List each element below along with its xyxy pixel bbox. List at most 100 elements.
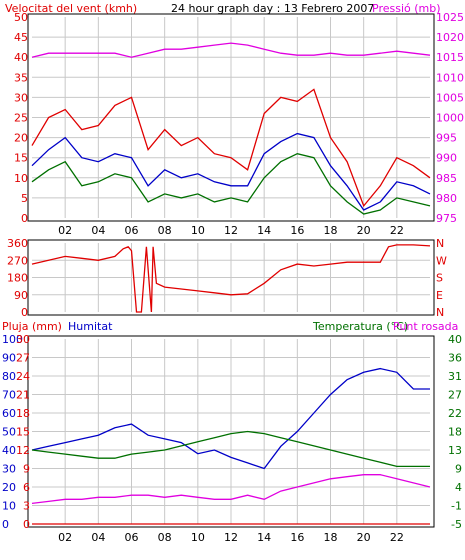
x-tick-label: 14: [257, 531, 271, 544]
x-tick-label: 18: [324, 531, 338, 544]
rain-tick-label: 6: [23, 481, 30, 494]
direction-tick-label: 180: [7, 272, 28, 285]
chart-frames: [27, 13, 435, 528]
series-line-wind-low: [31, 153, 431, 215]
wind-tick-label: 25: [14, 112, 28, 125]
compass-tick-label: N: [436, 237, 444, 250]
pressure-tick-label: 1020: [436, 31, 464, 44]
x-tick-label: 12: [224, 224, 238, 237]
temperature-axis-label: Temperatura (°C): [312, 320, 408, 333]
pressure-tick-label: 1005: [436, 91, 464, 104]
temp-tick-label: 4: [455, 481, 462, 494]
compass-tick-label: N: [436, 306, 444, 319]
series-line-wind-average: [31, 132, 431, 211]
chart-frame-2: [27, 239, 435, 316]
rain-tick-label: 0: [23, 518, 30, 531]
temp-tick-label: 18: [448, 426, 462, 439]
x-tick-label: 10: [191, 531, 205, 544]
series-line-direction: [31, 244, 431, 313]
direction-tick-label: 90: [14, 289, 28, 302]
humidity-tick-label: 60: [2, 407, 16, 420]
x-tick-label: 16: [290, 531, 304, 544]
series-line-punt-rosada: [31, 474, 431, 505]
x-tick-label: 22: [390, 531, 404, 544]
rain-tick-label: 24: [16, 370, 30, 383]
wind-tick-label: 5: [21, 192, 28, 205]
x-tick-label: 14: [257, 224, 271, 237]
chart-frame-1: [27, 13, 435, 222]
rain-tick-label: 12: [16, 444, 30, 457]
x-tick-label: 02: [58, 224, 72, 237]
humidity-tick-label: 80: [2, 370, 16, 383]
compass-tick-label: W: [436, 254, 447, 267]
temp-tick-label: 36: [448, 352, 462, 365]
series-line-temperatura-c-: [31, 430, 430, 468]
direction-tick-label: 360: [7, 237, 28, 250]
rain-tick-label: 21: [16, 389, 30, 402]
humidity-tick-label: 90: [2, 352, 16, 365]
wind-tick-label: 45: [14, 31, 28, 44]
rain-axis-label: Pluja (mm): [2, 320, 62, 333]
temp-tick-label: 13: [448, 444, 462, 457]
pressure-tick-label: 1015: [436, 51, 464, 64]
wind-tick-label: 50: [14, 11, 28, 24]
wind-tick-label: 0: [21, 212, 28, 225]
pressure-tick-label: 1000: [436, 112, 464, 125]
x-tick-label: 04: [91, 531, 105, 544]
temp-tick-label: 22: [448, 407, 462, 420]
x-tick-label: 06: [125, 531, 139, 544]
rain-tick-label: 27: [16, 352, 30, 365]
temp-tick-label: -1: [451, 500, 462, 513]
dewpoint-axis-label: Punt rosada: [393, 320, 458, 333]
series-line-humitat: [31, 367, 430, 470]
chart-frame-3: [27, 335, 435, 528]
pressure-tick-label: 975: [436, 212, 457, 225]
header-right-label: Pressió (mb): [372, 2, 441, 15]
wind-tick-label: 35: [14, 71, 28, 84]
rain-tick-label: 18: [16, 407, 30, 420]
temp-tick-label: 40: [448, 333, 462, 346]
x-tick-label: 22: [390, 224, 404, 237]
x-tick-label: 20: [357, 224, 371, 237]
wind-tick-label: 15: [14, 152, 28, 165]
humidity-tick-label: 10: [2, 500, 16, 513]
x-tick-label: 02: [58, 531, 72, 544]
wind-tick-label: 10: [14, 172, 28, 185]
humidity-tick-label: 50: [2, 426, 16, 439]
x-tick-label: 04: [91, 224, 105, 237]
x-tick-label: 18: [324, 224, 338, 237]
temp-tick-label: -5: [451, 518, 462, 531]
humidity-tick-label: 40: [2, 444, 16, 457]
wind-tick-label: 30: [14, 91, 28, 104]
wind-tick-label: 20: [14, 132, 28, 145]
x-tick-label: 12: [224, 531, 238, 544]
x-tick-label: 20: [357, 531, 371, 544]
direction-tick-label: 0: [21, 306, 28, 319]
x-tick-label: 10: [191, 224, 205, 237]
pressure-tick-label: 1010: [436, 71, 464, 84]
temp-tick-label: 9: [455, 463, 462, 476]
pressure-tick-label: 995: [436, 132, 457, 145]
rain-tick-label: 9: [23, 463, 30, 476]
pressure-tick-label: 990: [436, 152, 457, 165]
humidity-tick-label: 30: [2, 463, 16, 476]
rain-tick-label: 3: [23, 500, 30, 513]
humidity-tick-label: 70: [2, 389, 16, 402]
temp-tick-label: 31: [448, 370, 462, 383]
series-line-wind-gust: [31, 88, 431, 208]
rain-tick-label: 15: [16, 426, 30, 439]
header-left-label: Velocitat del vent (kmh): [5, 2, 137, 15]
wind-tick-label: 40: [14, 51, 28, 64]
humidity-tick-label: 20: [2, 481, 16, 494]
pressure-tick-label: 980: [436, 192, 457, 205]
x-tick-label: 16: [290, 224, 304, 237]
x-tick-label: 06: [125, 224, 139, 237]
compass-tick-label: S: [436, 272, 443, 285]
x-tick-label: 08: [158, 224, 172, 237]
header-center-label: 24 hour graph day : 13 Febrero 2007: [171, 2, 374, 15]
temp-tick-label: 27: [448, 389, 462, 402]
humidity-axis-label: Humitat: [68, 320, 113, 333]
rain-tick-label: 30: [16, 333, 30, 346]
